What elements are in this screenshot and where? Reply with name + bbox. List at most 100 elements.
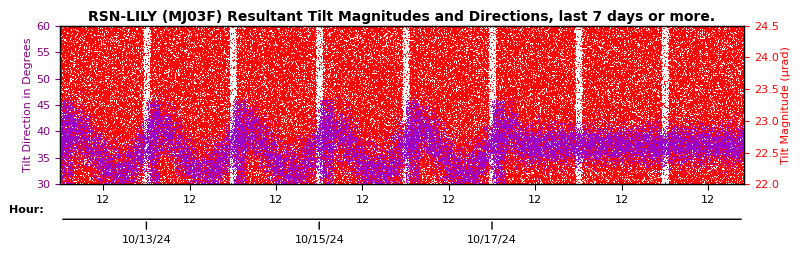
Point — [386, 54, 399, 58]
Point — [303, 120, 316, 124]
Point — [376, 41, 389, 46]
Point — [543, 83, 556, 87]
Point — [89, 147, 102, 151]
Point — [722, 136, 734, 140]
Point — [305, 79, 318, 83]
Point — [359, 58, 372, 62]
Point — [116, 179, 129, 183]
Point — [555, 162, 568, 166]
Point — [695, 106, 708, 111]
Point — [626, 155, 639, 159]
Point — [161, 40, 174, 44]
Point — [332, 129, 345, 133]
Point — [681, 92, 694, 96]
Point — [270, 32, 282, 36]
Point — [640, 150, 653, 154]
Point — [471, 144, 484, 148]
Point — [228, 131, 241, 135]
Point — [267, 125, 280, 129]
Point — [381, 143, 394, 147]
Point — [192, 119, 205, 123]
Point — [598, 32, 610, 36]
Point — [697, 114, 710, 118]
Point — [112, 167, 125, 171]
Point — [295, 146, 308, 150]
Point — [351, 125, 364, 129]
Point — [332, 92, 345, 96]
Point — [714, 67, 727, 71]
Point — [694, 119, 707, 123]
Point — [393, 120, 406, 124]
Point — [449, 40, 462, 45]
Point — [652, 115, 665, 119]
Point — [544, 119, 557, 123]
Point — [696, 80, 709, 84]
Point — [526, 38, 538, 42]
Point — [254, 51, 267, 55]
Point — [150, 123, 162, 127]
Point — [453, 154, 466, 158]
Point — [186, 28, 198, 33]
Point — [199, 104, 212, 108]
Point — [150, 42, 162, 46]
Point — [89, 103, 102, 107]
Point — [458, 179, 471, 184]
Point — [599, 141, 612, 145]
Point — [670, 178, 682, 182]
Point — [506, 125, 519, 129]
Point — [317, 106, 330, 110]
Point — [472, 152, 485, 156]
Point — [594, 165, 607, 169]
Point — [630, 122, 642, 126]
Point — [150, 146, 163, 150]
Point — [146, 115, 159, 119]
Point — [301, 150, 314, 154]
Point — [654, 106, 666, 110]
Point — [506, 30, 519, 35]
Point — [685, 123, 698, 127]
Point — [446, 173, 458, 177]
Point — [542, 140, 555, 144]
Point — [556, 170, 569, 174]
Point — [426, 73, 439, 77]
Point — [415, 119, 428, 123]
Point — [736, 89, 749, 93]
Point — [518, 178, 531, 183]
Point — [130, 133, 142, 137]
Point — [373, 91, 386, 95]
Point — [283, 145, 296, 149]
Point — [446, 174, 458, 178]
Point — [336, 168, 349, 172]
Point — [532, 141, 545, 145]
Point — [266, 73, 279, 77]
Point — [204, 88, 217, 92]
Point — [290, 41, 303, 45]
Point — [62, 97, 74, 101]
Point — [306, 73, 318, 78]
Point — [730, 140, 742, 144]
Point — [654, 76, 667, 80]
Point — [618, 77, 631, 81]
Point — [585, 146, 598, 150]
Point — [167, 86, 180, 90]
Point — [480, 43, 493, 47]
Point — [610, 88, 623, 92]
Point — [352, 162, 365, 166]
Point — [62, 41, 74, 46]
Point — [520, 71, 533, 76]
Point — [593, 114, 606, 118]
Point — [418, 67, 430, 71]
Point — [254, 53, 267, 57]
Point — [676, 168, 689, 172]
Point — [353, 98, 366, 102]
Point — [596, 29, 609, 33]
Point — [154, 111, 167, 115]
Point — [526, 118, 538, 122]
Point — [206, 175, 218, 179]
Point — [323, 169, 336, 173]
Point — [461, 160, 474, 164]
Point — [290, 163, 302, 167]
Point — [182, 86, 195, 90]
Point — [549, 143, 562, 147]
Point — [341, 72, 354, 77]
